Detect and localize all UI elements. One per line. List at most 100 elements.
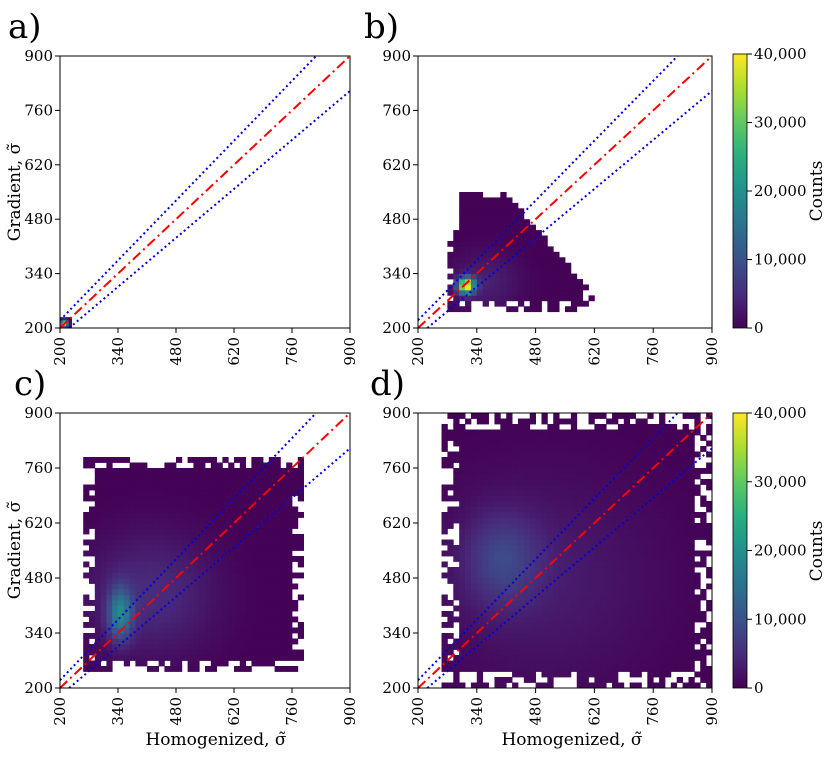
heatmap-cell — [612, 413, 619, 419]
heatmap-cell — [565, 446, 572, 452]
heatmap-cell — [606, 534, 613, 540]
heatmap-cell — [476, 649, 484, 656]
heatmap-cell — [465, 202, 472, 209]
heatmap-cell — [152, 611, 159, 617]
heatmap-cell — [664, 534, 672, 540]
heatmap-cell — [193, 594, 200, 601]
heatmap-cell — [641, 655, 648, 661]
heatmap-cell — [706, 622, 713, 628]
heatmap-cell — [659, 413, 666, 419]
heatmap-cell — [641, 572, 648, 579]
heatmap-cell — [482, 550, 489, 557]
heatmap-cell — [239, 644, 246, 650]
heatmap-cell — [228, 611, 235, 617]
heatmap-cell — [274, 545, 281, 551]
heatmap-cell — [676, 435, 683, 441]
heatmap-cell — [629, 605, 636, 612]
heatmap-cell — [286, 501, 293, 507]
heatmap-cell — [594, 627, 601, 634]
heatmap-cell — [488, 622, 495, 628]
heatmap-cell — [476, 462, 484, 469]
heatmap-cell — [535, 268, 542, 274]
heatmap-cell — [199, 594, 206, 601]
heatmap-cell — [274, 523, 281, 529]
heatmap-cell — [559, 501, 566, 507]
heatmap-cell — [494, 257, 501, 264]
heatmap-cell — [205, 649, 212, 656]
heatmap-cell — [547, 429, 554, 436]
heatmap-cell — [141, 660, 148, 667]
heatmap-cell — [565, 268, 572, 274]
heatmap-cell — [588, 682, 595, 689]
heatmap-cell — [606, 567, 613, 573]
heatmap-cell — [559, 512, 566, 518]
heatmap-cell — [706, 468, 713, 474]
heatmap-cell — [100, 473, 107, 480]
heatmap-cell — [500, 457, 507, 463]
heatmap-cell — [682, 479, 689, 485]
heatmap-cell — [268, 627, 275, 634]
heatmap-cell — [257, 655, 264, 661]
heatmap-cell — [297, 512, 304, 518]
heatmap-cell — [588, 578, 595, 584]
heatmap-cell — [476, 534, 484, 540]
colorbar-tick-label: 20,000 — [754, 542, 807, 560]
heatmap-cell — [565, 611, 572, 617]
heatmap-cell — [94, 539, 101, 546]
heatmap-cell — [535, 495, 542, 502]
heatmap-cell — [500, 644, 507, 650]
heatmap-cell — [570, 306, 578, 313]
heatmap-cell — [559, 495, 566, 502]
heatmap-cell — [506, 567, 513, 573]
heatmap-cell — [222, 594, 229, 601]
heatmap-cell — [664, 655, 672, 661]
heatmap-cell — [164, 561, 171, 568]
heatmap-cell — [268, 611, 275, 617]
heatmap-cell — [441, 600, 448, 606]
heatmap-cell — [476, 213, 484, 220]
heatmap-cell — [465, 213, 472, 220]
heatmap-cell — [123, 600, 130, 606]
heatmap-cell — [482, 572, 489, 579]
heatmap-cell — [482, 633, 489, 639]
heatmap-cell — [187, 616, 194, 623]
heatmap-cell — [141, 534, 148, 540]
heatmap-cell — [280, 506, 287, 513]
heatmap-cell — [268, 655, 275, 661]
heatmap-cell — [494, 213, 501, 220]
heatmap-cell — [588, 457, 595, 463]
heatmap-cell — [688, 578, 695, 584]
heatmap-cell — [441, 572, 448, 579]
heatmap-cell — [617, 556, 625, 562]
heatmap-cell — [482, 446, 489, 452]
heatmap-cell — [688, 594, 695, 601]
heatmap-cell — [547, 440, 554, 447]
heatmap-cell — [263, 611, 270, 617]
heatmap-cell — [635, 473, 642, 480]
heatmap-cell — [588, 655, 595, 661]
heatmap-cell — [280, 567, 287, 573]
heatmap-cell — [700, 528, 707, 535]
heatmap-cell — [541, 578, 548, 584]
heatmap-cell — [512, 284, 519, 291]
heatmap-cell — [129, 550, 136, 557]
heatmap-cell — [193, 600, 200, 606]
heatmap-cell — [257, 622, 264, 628]
heatmap-cell — [541, 273, 548, 280]
heatmap-cell — [600, 561, 607, 568]
heatmap-cell — [582, 462, 589, 469]
heatmap-cell — [541, 594, 548, 601]
heatmap-cell — [216, 479, 223, 485]
heatmap-cell — [222, 600, 229, 606]
heatmap-cell — [459, 550, 466, 557]
heatmap-cell — [529, 666, 536, 672]
heatmap-cell — [588, 572, 595, 579]
heatmap-cell — [239, 539, 246, 546]
heatmap-cell — [465, 440, 472, 447]
heatmap-cell — [500, 506, 507, 513]
heatmap-cell — [606, 490, 613, 496]
heatmap-cell — [245, 594, 252, 601]
heatmap-cell — [512, 468, 519, 474]
heatmap-cell — [553, 561, 560, 568]
